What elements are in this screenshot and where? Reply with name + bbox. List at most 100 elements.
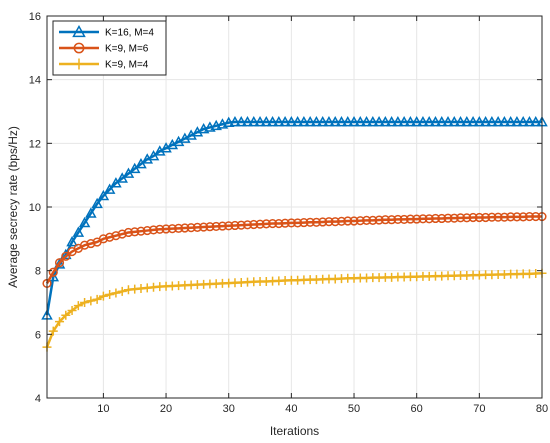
y-tick-label: 16: [29, 11, 41, 23]
data-point: [379, 115, 392, 127]
legend: K=16, M=4 K=9, M=6 K=9, M=4: [52, 20, 167, 76]
x-tick-label: 50: [348, 403, 360, 415]
data-point: [260, 115, 273, 127]
data-point: [274, 218, 284, 229]
data-point: [429, 115, 442, 127]
data-point: [511, 115, 523, 127]
data-point: [393, 214, 403, 224]
data-point: [461, 115, 473, 127]
data-point: [98, 291, 108, 301]
legend-marker: [72, 24, 86, 38]
data-point: [499, 212, 509, 222]
data-point: [279, 115, 291, 127]
data-point: [504, 115, 517, 127]
data-point: [336, 216, 347, 226]
data-point: [424, 214, 434, 224]
y-tick-label: 12: [29, 138, 41, 150]
x-tick-label: 30: [223, 403, 235, 415]
x-tick-label: 10: [97, 403, 109, 415]
data-point: [392, 115, 404, 127]
data-point: [316, 115, 329, 127]
data-point: [130, 227, 140, 237]
data-point: [254, 115, 266, 127]
data-point: [412, 214, 422, 224]
data-point: [305, 217, 315, 227]
data-point: [78, 216, 91, 228]
data-point: [299, 218, 309, 228]
data-point: [467, 115, 479, 127]
data-point: [385, 115, 398, 127]
data-point: [86, 239, 96, 249]
data-point: [479, 115, 492, 127]
data-point: [249, 219, 259, 230]
data-point: [454, 115, 467, 127]
data-point: [155, 224, 165, 234]
data-point: [348, 115, 360, 127]
data-point: [205, 222, 215, 232]
legend-label: K=9, M=4: [105, 60, 149, 71]
data-point: [91, 197, 103, 209]
data-point: [80, 240, 90, 250]
data-point: [48, 326, 58, 336]
data-point: [111, 231, 121, 241]
data-point: [474, 212, 484, 223]
data-point: [323, 115, 335, 127]
data-point: [486, 115, 498, 127]
y-tick-label: 6: [35, 329, 41, 341]
legend-entry: K=16, M=4: [59, 24, 154, 39]
data-point: [242, 220, 253, 230]
data-point: [211, 221, 221, 231]
data-point: [355, 216, 365, 226]
data-point: [368, 215, 378, 225]
data-point: [199, 222, 209, 232]
data-point: [66, 235, 78, 247]
data-point: [410, 115, 423, 127]
data-point: [224, 221, 234, 231]
data-point: [117, 229, 127, 239]
data-point: [367, 115, 379, 127]
data-point: [373, 115, 385, 127]
data-point: [261, 219, 271, 229]
data-point: [311, 217, 322, 227]
data-point: [442, 115, 454, 127]
data-point: [291, 115, 304, 127]
series-2: [42, 211, 547, 288]
data-point: [48, 267, 58, 277]
data-point: [216, 118, 229, 129]
legend-label: K=16, M=4: [105, 28, 154, 39]
data-point: [273, 115, 285, 127]
y-tick-label: 4: [35, 393, 41, 405]
data-point: [387, 215, 397, 225]
x-tick-label: 20: [160, 403, 172, 415]
data-point: [304, 115, 316, 127]
data-point: [473, 115, 486, 127]
data-point: [148, 225, 159, 235]
data-point: [430, 213, 441, 224]
series-group: [41, 115, 548, 352]
data-point: [512, 212, 522, 222]
data-point: [241, 115, 254, 127]
x-tick-label: 40: [285, 403, 297, 415]
data-point: [380, 215, 390, 225]
data-point: [462, 213, 472, 223]
data-point: [204, 121, 216, 132]
data-point: [448, 115, 461, 127]
data-point: [117, 286, 127, 296]
data-point: [324, 217, 334, 227]
data-point: [61, 251, 71, 261]
data-point: [80, 298, 90, 307]
data-point: [53, 258, 66, 269]
data-point: [293, 218, 303, 228]
axes: [46, 15, 543, 399]
data-point: [222, 116, 235, 127]
data-point: [285, 115, 298, 127]
y-axis-label: Average secrecy rate (bps/Hz): [6, 126, 20, 288]
series-3: [42, 268, 547, 352]
data-point: [443, 213, 453, 223]
data-point: [481, 212, 491, 223]
data-point: [318, 217, 328, 227]
data-point: [229, 115, 241, 127]
data-point: [517, 115, 529, 127]
data-point: [255, 219, 265, 229]
data-point: [72, 226, 85, 237]
